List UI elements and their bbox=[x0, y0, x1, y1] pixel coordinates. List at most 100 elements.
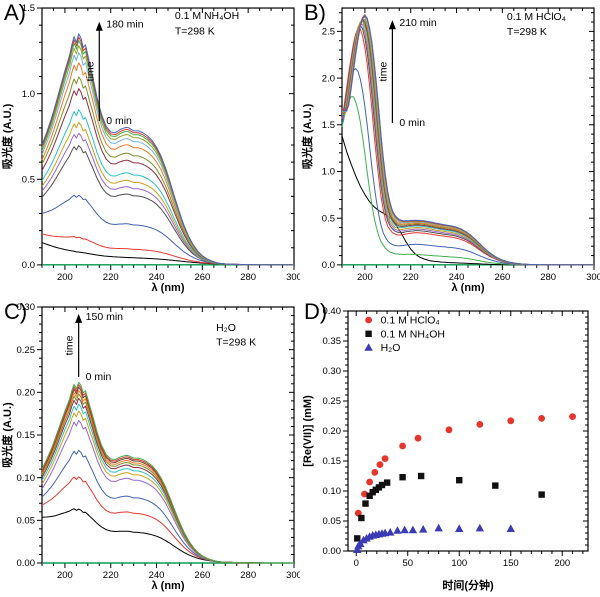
panel-A-chart: 200 220 240 260 280 300 0.0 0.5 1.0 1.5 λ (nm) 吸光度 … bbox=[0, 3, 300, 294]
square-marker bbox=[365, 330, 372, 337]
x-axis-title: λ (nm) bbox=[452, 282, 485, 294]
condition-label: T=298 K bbox=[216, 336, 256, 348]
y-axis-title: 吸光度 (A.U.) bbox=[0, 103, 14, 169]
square-marker bbox=[538, 491, 545, 498]
series-triangle bbox=[353, 523, 515, 553]
x-tick-label: 200 bbox=[57, 570, 73, 581]
y-tick-label: 0.25 bbox=[17, 345, 36, 356]
arrow-bottom-label: 0 min bbox=[106, 115, 132, 127]
spectrum-curve bbox=[41, 384, 294, 564]
spectrum-curve bbox=[41, 40, 294, 266]
spectrum-curve bbox=[41, 393, 294, 564]
square-marker bbox=[358, 514, 365, 522]
y-tick-label: 1.5 bbox=[322, 120, 335, 131]
x-tick-label: 240 bbox=[149, 272, 165, 283]
panel-C-label: C) bbox=[4, 299, 28, 324]
y-tick-label: 0.20 bbox=[323, 426, 342, 437]
spectrum-curve bbox=[41, 390, 294, 564]
triangle-marker bbox=[506, 524, 515, 532]
panel-D-chart: 0 50 100 150 200 0.00 0.05 0.10 0.15 0.20 0.25 0.30… bbox=[302, 306, 589, 592]
circle-marker bbox=[365, 316, 373, 324]
square-marker bbox=[492, 482, 499, 489]
y-tick-label: 0.10 bbox=[323, 486, 342, 497]
arrow-bottom-label: 0 min bbox=[399, 117, 425, 129]
spectrum-curve bbox=[41, 410, 294, 564]
arrow-top-label: 180 min bbox=[106, 19, 143, 31]
y-tick-label: 0.05 bbox=[17, 516, 36, 527]
square-marker bbox=[362, 500, 369, 507]
panel-A-group: 200 220 240 260 280 300 0.0 0.5 1.0 1.5 λ (nm) 吸光度 … bbox=[0, 3, 300, 294]
spectrum-curve bbox=[41, 386, 294, 564]
spectrum-curve bbox=[41, 508, 294, 564]
spectrum-curve bbox=[41, 33, 294, 266]
arrow-head-icon bbox=[388, 20, 396, 30]
triangle-marker bbox=[364, 343, 373, 351]
arrow-time-label: time bbox=[377, 61, 389, 81]
plot-box bbox=[41, 306, 295, 564]
x-tick-label: 300 bbox=[286, 272, 300, 283]
y-tick-label: 0.35 bbox=[323, 336, 342, 347]
panel-C-group: 200 220 240 260 280 300 0.00 0.05 0.10 0.15 0.20 0.… bbox=[0, 302, 300, 592]
y-axis-title: [Re(VII)] (mM) bbox=[302, 395, 314, 467]
tick-labels: 0 50 100 150 200 0.00 0.05 0.10 0.15 0.20 0.25 0.30… bbox=[323, 306, 571, 569]
square-marker bbox=[354, 535, 361, 542]
tick-labels: 200 220 240 260 280 300 0.0 0.5 1.0 1.5 bbox=[22, 3, 300, 283]
panel-D-group: 0 50 100 150 200 0.00 0.05 0.10 0.15 0.20 0.25 0.30… bbox=[302, 306, 589, 592]
y-tick-label: 0.0 bbox=[22, 260, 35, 271]
time-arrow: 180 min 0 min time bbox=[84, 19, 143, 127]
triangle-marker bbox=[434, 523, 443, 532]
condition-label: T=298 K bbox=[507, 26, 547, 38]
condition-label: H₂O bbox=[216, 322, 236, 334]
series-square bbox=[354, 472, 545, 542]
panel-B-label: B) bbox=[304, 0, 326, 25]
x-axis-title: 时间(分钟) bbox=[442, 578, 494, 592]
y-tick-label: 0.00 bbox=[323, 546, 342, 557]
x-tick-label: 240 bbox=[449, 272, 465, 283]
x-tick-label: 260 bbox=[494, 272, 510, 283]
y-tick-label: 0.5 bbox=[22, 174, 35, 185]
plot-box bbox=[41, 7, 295, 266]
arrow-head-icon bbox=[75, 313, 83, 323]
circle-marker bbox=[414, 434, 422, 442]
square-marker bbox=[399, 474, 406, 481]
x-tick-label: 200 bbox=[357, 272, 373, 283]
circle-marker bbox=[507, 417, 515, 425]
arrow-top-label: 150 min bbox=[86, 311, 124, 323]
y-axis-title: 吸光度 (A.U.) bbox=[0, 402, 14, 468]
x-tick-label: 280 bbox=[240, 570, 256, 581]
triangle-marker bbox=[408, 525, 418, 534]
y-tick-label: 1.0 bbox=[322, 167, 335, 178]
y-tick-label: 0.15 bbox=[17, 430, 36, 441]
x-tick-label: 150 bbox=[503, 558, 519, 569]
circle-marker bbox=[366, 478, 374, 486]
circle-marker bbox=[399, 442, 406, 450]
circle-marker bbox=[569, 413, 576, 420]
panel-A: 200 220 240 260 280 300 0.0 0.5 1.0 1.5 λ (nm) 吸光度 … bbox=[0, 0, 300, 299]
x-tick-label: 300 bbox=[286, 570, 300, 581]
spectrum-curve bbox=[41, 76, 294, 266]
x-tick-label: 220 bbox=[103, 272, 119, 283]
arrow-head-icon bbox=[95, 21, 103, 31]
y-tick-label: 0.00 bbox=[17, 558, 36, 569]
y-tick-label: 0.20 bbox=[17, 388, 36, 399]
spectrum-curve bbox=[341, 15, 594, 266]
y-tick-label: 0.0 bbox=[322, 260, 335, 271]
x-axis-title: λ (nm) bbox=[152, 282, 185, 294]
triangle-marker bbox=[455, 524, 464, 532]
panel-B: 200 220 240 260 280 300 0.0 0.5 1.0 1.5 2.0 2.5 λ (n… bbox=[300, 0, 600, 299]
x-tick-label: 300 bbox=[586, 272, 600, 283]
y-tick-label: 0.10 bbox=[17, 473, 36, 484]
y-axis-title: 吸光度 (A.U.) bbox=[300, 103, 314, 169]
x-axis-title: λ (nm) bbox=[152, 580, 185, 592]
x-tick-label: 200 bbox=[554, 558, 570, 569]
arrow-time-label: time bbox=[64, 335, 76, 355]
arrow-bottom-label: 0 min bbox=[86, 371, 112, 383]
spectrum-curve bbox=[41, 381, 294, 564]
y-tick-label: 0.25 bbox=[323, 396, 342, 407]
y-tick-label: 1.5 bbox=[22, 3, 35, 14]
condition-label: 0.1 M NH₄OH bbox=[175, 10, 239, 22]
x-tick-label: 0 bbox=[354, 558, 359, 569]
x-tick-label: 200 bbox=[57, 272, 73, 283]
